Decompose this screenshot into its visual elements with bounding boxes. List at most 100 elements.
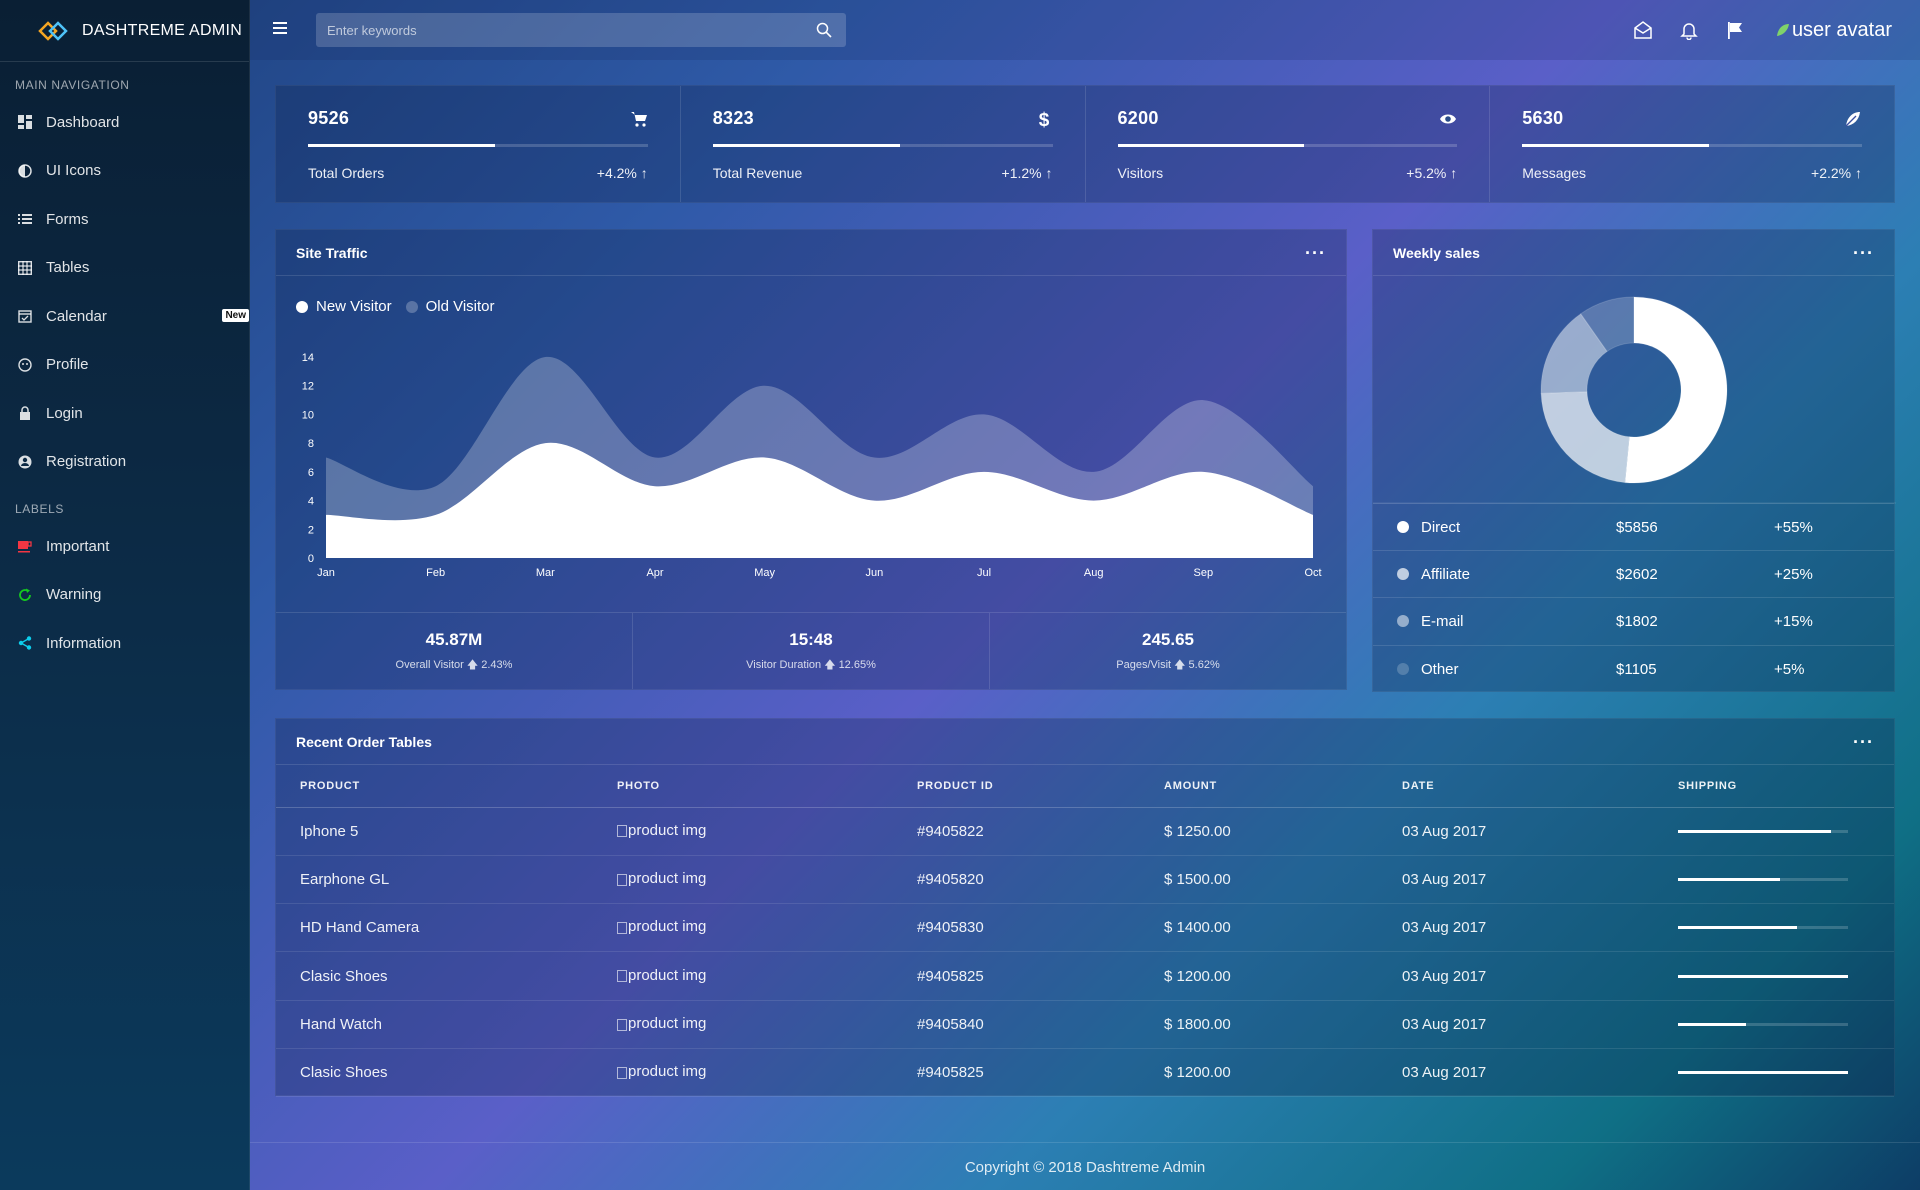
- topbar: user avatar: [250, 0, 1920, 60]
- order-amount: $ 1800.00: [1164, 1000, 1402, 1049]
- sidebar-item-forms[interactable]: Forms: [0, 195, 249, 244]
- more-options-icon[interactable]: ···: [1853, 242, 1874, 263]
- stat-label: Total Revenue: [712, 165, 803, 181]
- sidebar-item-ui-icons[interactable]: UI Icons: [0, 147, 249, 196]
- cart-icon: [630, 112, 647, 127]
- shipping-fill: [1678, 974, 1848, 978]
- stat-value: 8323: [712, 108, 754, 128]
- shipping-progress: [1678, 807, 1894, 856]
- broken-image-icon: [617, 1066, 627, 1079]
- x-tick-label: Aug: [1084, 567, 1104, 579]
- sidebar-item-label: Calendar: [46, 307, 107, 325]
- summary-value: 15:48: [789, 630, 833, 649]
- more-options-icon[interactable]: ···: [1305, 242, 1326, 263]
- stat-messages: 5630 Messages +2.2% ↑: [1490, 86, 1894, 202]
- list-icon: [18, 212, 32, 226]
- stat-value: 9526: [308, 108, 350, 128]
- account-icon: [18, 455, 32, 469]
- sidebar-item-profile[interactable]: Profile: [0, 341, 249, 390]
- y-tick-label: 0: [308, 553, 314, 565]
- table-row[interactable]: Iphone 5 product img #9405822 $ 1250.00 03 A…: [276, 807, 1894, 856]
- flag-icon[interactable]: [1725, 20, 1745, 40]
- donut-slice-direct[interactable]: [1624, 296, 1728, 484]
- sales-name: Direct: [1421, 518, 1461, 536]
- sidebar-item-information[interactable]: Information: [0, 619, 249, 668]
- donut-slice-affiliate[interactable]: [1540, 391, 1631, 484]
- stats-card: 9526 Total Orders +4.2% ↑ 8323 $ Total R…: [275, 85, 1895, 203]
- product-name: Earphone GL: [276, 855, 617, 905]
- sidebar-item-registration[interactable]: Registration: [0, 438, 249, 487]
- page-footer: Copyright © 2018 Dashtreme Admin: [250, 1142, 1920, 1190]
- copyright-text: Copyright © 2018 Dashtreme Admin: [964, 1159, 1206, 1176]
- sales-name: Other: [1421, 660, 1459, 678]
- product-id: #9405840: [917, 1000, 1164, 1049]
- hamburger-menu-icon[interactable]: [272, 20, 288, 36]
- table-row[interactable]: Hand Watch product img #9405840 $ 1800.00 03…: [276, 1000, 1894, 1049]
- sidebar-item-dashboard[interactable]: Dashboard: [0, 98, 249, 147]
- dollar-icon: $: [1038, 110, 1049, 128]
- avatar[interactable]: user avatar: [1776, 14, 1892, 46]
- lock-icon: [18, 406, 32, 421]
- sidebar-item-warning[interactable]: Warning: [0, 571, 249, 620]
- shipping-progress: [1678, 1000, 1894, 1049]
- table-row[interactable]: Clasic Shoes product img #9405825 $ 1200.00…: [276, 951, 1894, 1001]
- table-row[interactable]: HD Hand Camera product img #9405830 $ 1400.…: [276, 903, 1894, 953]
- sidebar-item-label: Tables: [46, 259, 90, 277]
- search-icon[interactable]: [816, 22, 832, 38]
- sales-change: +15%: [1774, 612, 1813, 630]
- avatar-alt-text: user avatar: [1791, 18, 1892, 41]
- product-photo: product img: [617, 1000, 917, 1049]
- shipping-bar: [1678, 926, 1848, 930]
- sidebar-item-calendar[interactable]: Calendar New: [0, 292, 249, 341]
- legend-item-old-visitor[interactable]: Old Visitor: [405, 298, 495, 315]
- sidebar-item-label: Information: [46, 634, 122, 652]
- sales-row-direct: Direct $5856 +55%: [1373, 503, 1894, 550]
- sidebar-item-label: Forms: [46, 210, 89, 228]
- face-icon: [18, 358, 32, 372]
- nav-header-main: MAIN NAVIGATION: [15, 78, 130, 92]
- sidebar-item-label: Profile: [46, 356, 89, 374]
- card-title: Weekly sales: [1393, 244, 1480, 261]
- brand[interactable]: DASHTREME ADMIN: [0, 0, 249, 62]
- envelope-open-icon[interactable]: [1633, 20, 1653, 40]
- donut-slice-email[interactable]: [1540, 313, 1608, 394]
- bell-icon[interactable]: [1679, 20, 1699, 40]
- sales-row-affiliate: Affiliate $2602 +25%: [1373, 550, 1894, 597]
- legend-label: New Visitor: [316, 298, 392, 315]
- orders-table-body: Iphone 5 product img #9405822 $ 1250.00 03 A…: [276, 807, 1894, 1098]
- stat-progress-fill: [308, 144, 495, 147]
- more-options-icon[interactable]: ···: [1853, 731, 1874, 752]
- x-tick-label: May: [754, 567, 775, 579]
- stat-progress-bar: [712, 144, 1053, 147]
- traffic-summary: 45.87M Overall Visitor 🡅 2.43% 15:48 Vis…: [276, 612, 1346, 689]
- sidebar-item-important[interactable]: Important: [0, 522, 249, 571]
- sidebar-item-label: Dashboard: [46, 113, 120, 131]
- sidebar-item-login[interactable]: Login: [0, 389, 249, 438]
- x-tick-label: Apr: [646, 567, 663, 579]
- donut-slice-other[interactable]: [1579, 296, 1635, 353]
- shipping-bar: [1678, 1071, 1848, 1075]
- summary-overall-visitor: 45.87M Overall Visitor 🡅 2.43%: [276, 613, 633, 689]
- y-tick-label: 8: [308, 438, 314, 450]
- legend-swatch: [405, 300, 418, 313]
- legend-item-new-visitor[interactable]: New Visitor: [296, 298, 392, 315]
- site-traffic-chart: 0 2 4 6 8 10 12 14 Jan Feb Mar Apr May Jun Jul Aug Sep Oc…: [302, 352, 1322, 579]
- sidebar-item-tables[interactable]: Tables: [0, 244, 249, 293]
- sales-dot: [1397, 615, 1409, 627]
- summary-label: Overall Visitor 🡅 2.43%: [395, 659, 513, 671]
- column-header: AMOUNT: [1164, 765, 1402, 808]
- x-tick-label: Jul: [977, 567, 991, 579]
- product-name: Iphone 5: [276, 807, 617, 856]
- weekly-sales-card: Weekly sales ··· Direct $5856 +55% Affil…: [1372, 229, 1896, 692]
- sales-amount: $5856: [1616, 518, 1658, 536]
- table-row[interactable]: Earphone GL product img #9405820 $ 1500.00 0…: [276, 855, 1894, 905]
- stat-progress-bar: [1117, 144, 1458, 147]
- eye-icon: [1440, 114, 1457, 124]
- search-input[interactable]: [316, 13, 846, 47]
- sales-change: +55%: [1774, 518, 1813, 536]
- summary-pages-visit: 245.65 Pages/Visit 🡅 5.62%: [990, 613, 1346, 689]
- product-name: Hand Watch: [276, 1000, 617, 1049]
- x-tick-label: Mar: [536, 567, 555, 579]
- y-tick-label: 12: [302, 381, 314, 393]
- table-row[interactable]: Clasic Shoes product img #9405825 $ 1200.00…: [276, 1048, 1894, 1098]
